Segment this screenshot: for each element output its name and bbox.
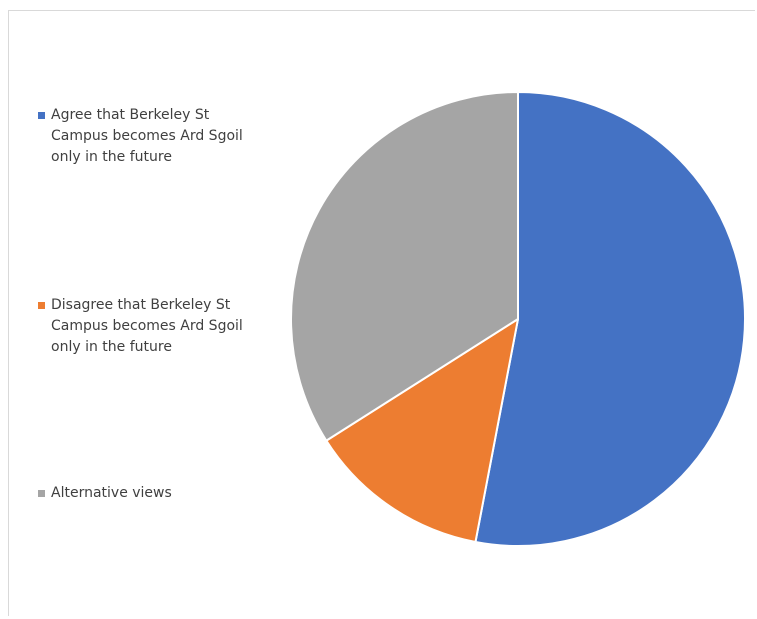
pie-slice-disagree xyxy=(325,318,519,543)
legend-swatch-disagree xyxy=(38,302,45,309)
chart-legend: Agree that Berkeley St Campus becomes Ar… xyxy=(38,0,278,619)
legend-swatch-agree xyxy=(38,112,45,119)
legend-item-alternative: Alternative views xyxy=(38,483,278,504)
legend-label-disagree: Disagree that Berkeley St Campus becomes… xyxy=(51,297,243,355)
pie-slice-agree xyxy=(474,91,746,547)
legend-swatch-alternative xyxy=(38,490,45,497)
legend-item-disagree: Disagree that Berkeley St Campus becomes… xyxy=(38,295,278,358)
legend-label-alternative: Alternative views xyxy=(51,485,172,501)
legend-item-agree: Agree that Berkeley St Campus becomes Ar… xyxy=(38,105,278,168)
pie-slice-alternative xyxy=(290,91,519,442)
legend-label-agree: Agree that Berkeley St Campus becomes Ar… xyxy=(51,107,243,165)
